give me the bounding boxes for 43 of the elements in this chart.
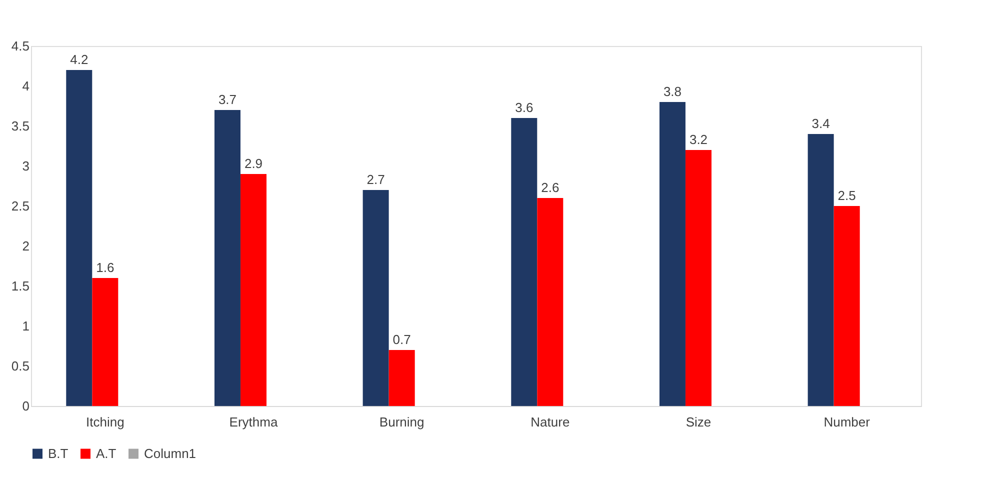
data-label: 2.7 bbox=[366, 172, 385, 187]
bar bbox=[240, 174, 266, 406]
bar bbox=[537, 198, 564, 406]
bar bbox=[388, 350, 415, 406]
data-label: 3.2 bbox=[689, 132, 708, 147]
data-label: 3.8 bbox=[663, 84, 682, 99]
y-tick-label: 4 bbox=[22, 78, 30, 94]
data-label: 1.6 bbox=[96, 260, 114, 275]
x-tick-label: Erythma bbox=[229, 414, 278, 430]
legend-label: B.T bbox=[48, 446, 68, 461]
bar bbox=[686, 150, 712, 406]
bar bbox=[808, 134, 834, 406]
data-label: 0.7 bbox=[392, 332, 411, 347]
data-label: 3.4 bbox=[812, 116, 830, 131]
y-tick-label: 4.5 bbox=[11, 38, 30, 54]
y-tick-label: 3 bbox=[22, 158, 30, 174]
data-label: 2.5 bbox=[838, 188, 856, 203]
data-label: 2.9 bbox=[244, 156, 263, 171]
y-tick-label: 2.5 bbox=[11, 198, 30, 214]
bar bbox=[834, 206, 860, 406]
y-tick-label: 3.5 bbox=[11, 118, 30, 134]
data-label: 3.6 bbox=[515, 100, 534, 115]
bar bbox=[66, 70, 92, 406]
bar bbox=[511, 118, 538, 406]
y-tick-label: 1 bbox=[22, 318, 30, 334]
data-label: 3.7 bbox=[218, 92, 237, 107]
x-tick-label: Itching bbox=[86, 414, 124, 430]
bar bbox=[214, 110, 240, 406]
x-tick-label: Burning bbox=[379, 414, 424, 430]
legend-label: Column1 bbox=[144, 446, 196, 461]
y-tick-label: 2 bbox=[22, 238, 30, 254]
data-label: 4.2 bbox=[70, 52, 88, 67]
y-tick-label: 1.5 bbox=[11, 278, 30, 294]
data-label: 2.6 bbox=[541, 180, 560, 195]
bar bbox=[92, 278, 118, 406]
x-tick-label: Number bbox=[824, 414, 871, 430]
bar bbox=[659, 102, 686, 406]
bar bbox=[362, 190, 389, 406]
x-tick-label: Size bbox=[686, 414, 712, 430]
x-tick-label: Nature bbox=[530, 414, 570, 430]
legend-label: A.T bbox=[96, 446, 116, 461]
y-tick-label: 0 bbox=[22, 398, 30, 414]
y-tick-label: 0.5 bbox=[11, 358, 30, 374]
